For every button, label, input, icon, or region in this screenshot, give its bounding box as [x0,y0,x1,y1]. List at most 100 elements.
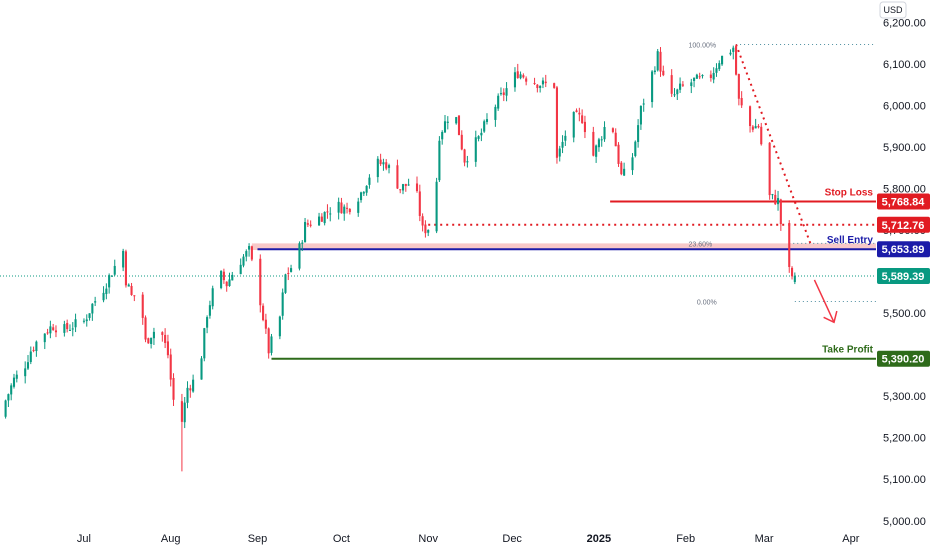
candle-body [463,149,466,163]
candle [228,272,231,287]
currency-label: USD [883,5,903,15]
candle-body [712,72,715,80]
candle-body [337,201,340,213]
candle-body [242,256,245,266]
candle [623,162,626,177]
candle [438,136,441,183]
candle-body [539,85,542,88]
candle [639,105,642,130]
candle [26,355,30,370]
candle [455,116,458,125]
candle-body [670,75,673,94]
candle [340,197,343,214]
candle [525,76,528,86]
candle [480,128,483,142]
candle [259,254,262,313]
candle [541,77,545,89]
candle-body [401,184,405,191]
candle [329,207,332,222]
candle [161,331,164,342]
candle-body [740,97,743,106]
candle [721,55,724,66]
candle-body [673,94,676,96]
price-badge-bg [877,193,930,210]
candle-body [583,121,586,133]
candle-body [345,207,349,209]
candle [776,190,780,211]
candle-body [382,162,385,165]
y-axis[interactable]: USD5,000.005,100.005,200.005,300.005,400… [877,1,930,528]
candle [32,346,35,353]
x-axis[interactable]: Jul Aug Sep Oct Nov Dec 2025 Feb Mar Apr [77,533,860,545]
candle [301,240,304,252]
candle-body [348,208,351,213]
candle-body [474,137,477,162]
candle-body [172,377,175,400]
candle [611,127,614,134]
candle-body [147,338,150,344]
candle-body [220,270,223,289]
candle-body [555,87,558,158]
candle-body [446,121,449,123]
candle-body [357,201,360,213]
candle-body [427,229,430,233]
y-tick-label: 6,000.00 [883,101,926,113]
candle-body [225,281,228,287]
annotations-layer: Stop Loss Sell Entry Take Profit [813,188,874,356]
candle-body [26,362,30,369]
candle-body [323,211,326,224]
candle-body [164,334,167,343]
price-badge-bg [877,268,930,285]
candle-body [729,52,732,55]
candle [581,109,584,124]
candle-body [715,68,718,73]
candle [620,161,623,176]
candle-body [659,51,662,72]
candle-body [572,112,575,138]
candle [49,320,52,339]
price-badge: 5,768.84 [877,193,930,210]
sell-zone-layer [251,243,876,251]
candle [102,286,105,303]
y-tick-label: 5,200.00 [883,433,926,445]
candle-body [516,71,519,78]
candle-body [415,183,419,192]
candle-body [105,288,108,295]
candle [712,67,715,84]
candle [318,212,321,226]
candle-body [12,377,16,387]
candle [499,87,503,96]
candle-body [533,82,536,84]
candle-body [200,358,203,380]
candle-body [776,198,780,205]
candle-body [91,303,94,314]
candle-body [760,126,763,145]
candle-body [71,328,74,330]
candle-body [15,374,18,379]
candle [220,270,223,290]
candle-body [82,320,86,322]
candle [519,71,522,80]
candle-body [270,336,273,353]
candle [737,73,740,106]
candle [583,115,586,139]
candle-body [387,165,391,168]
x-tick-label: Aug [161,533,181,545]
candle-body [653,70,656,72]
price-badge-text: 5,390.20 [882,354,925,366]
y-tick-label: 5,900.00 [883,142,926,154]
candle [642,98,645,112]
candle [337,197,340,220]
price-badge: 5,589.39 [877,268,930,285]
candle-body [790,267,794,277]
y-tick-label: 5,500.00 [883,308,926,320]
candle-body [7,394,10,401]
candle [575,108,578,113]
candle-body [656,51,659,71]
candle [225,281,228,292]
y-tick-label: 6,100.00 [883,59,926,71]
candle [278,315,281,340]
y-tick-label: 5,100.00 [883,474,926,486]
candle-body [460,134,463,150]
candle-body [662,70,665,76]
